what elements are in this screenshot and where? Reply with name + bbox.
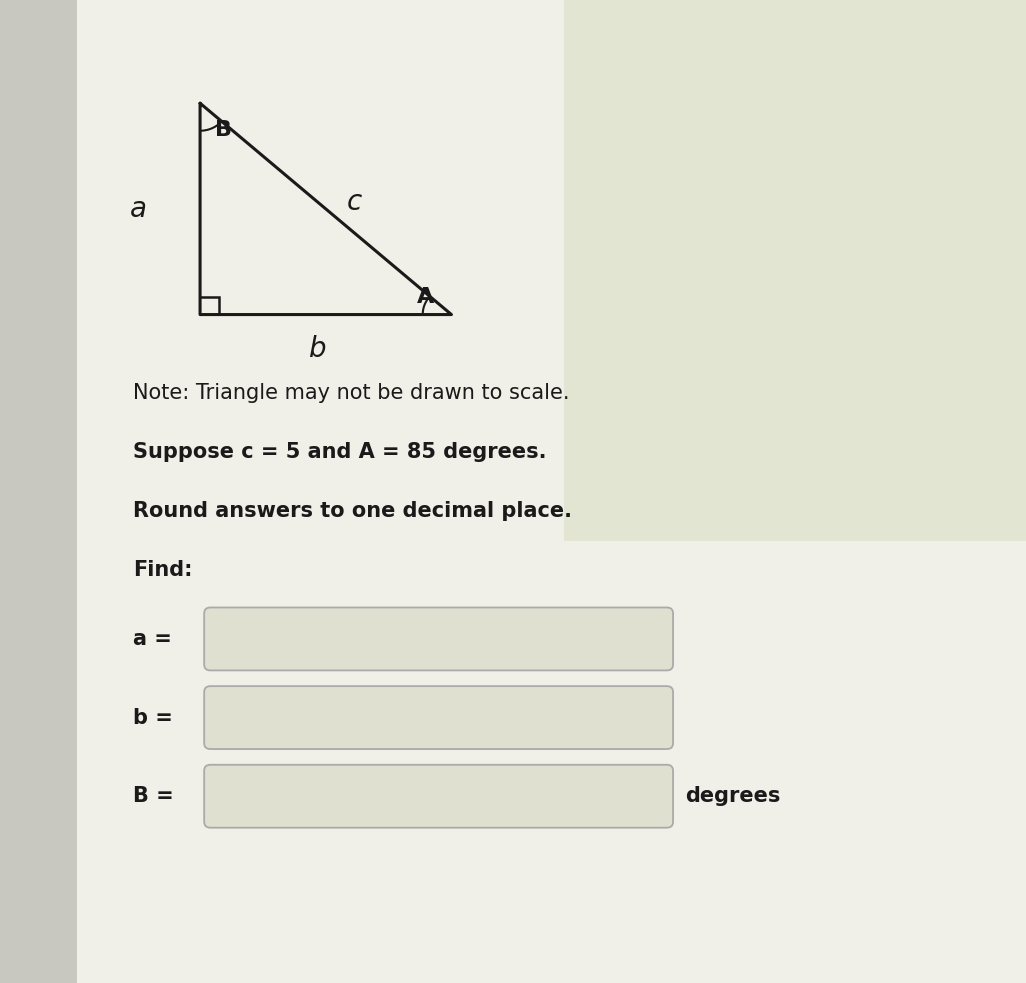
Text: b: b — [309, 335, 327, 363]
Text: c: c — [347, 188, 361, 215]
Text: Round answers to one decimal place.: Round answers to one decimal place. — [133, 501, 573, 521]
Text: B: B — [215, 120, 232, 140]
Text: Note: Triangle may not be drawn to scale.: Note: Triangle may not be drawn to scale… — [133, 383, 569, 403]
Text: a: a — [130, 196, 147, 223]
Text: Find:: Find: — [133, 560, 193, 580]
FancyBboxPatch shape — [204, 686, 673, 749]
Text: degrees: degrees — [685, 786, 781, 806]
Text: A: A — [418, 287, 434, 307]
FancyBboxPatch shape — [204, 765, 673, 828]
Text: a =: a = — [133, 629, 172, 649]
FancyBboxPatch shape — [204, 607, 673, 670]
Text: Suppose c = 5 and A = 85 degrees.: Suppose c = 5 and A = 85 degrees. — [133, 442, 547, 462]
Bar — [0, 0, 77, 983]
Text: B =: B = — [133, 786, 174, 806]
Text: b =: b = — [133, 708, 173, 727]
Bar — [564, 0, 1026, 541]
